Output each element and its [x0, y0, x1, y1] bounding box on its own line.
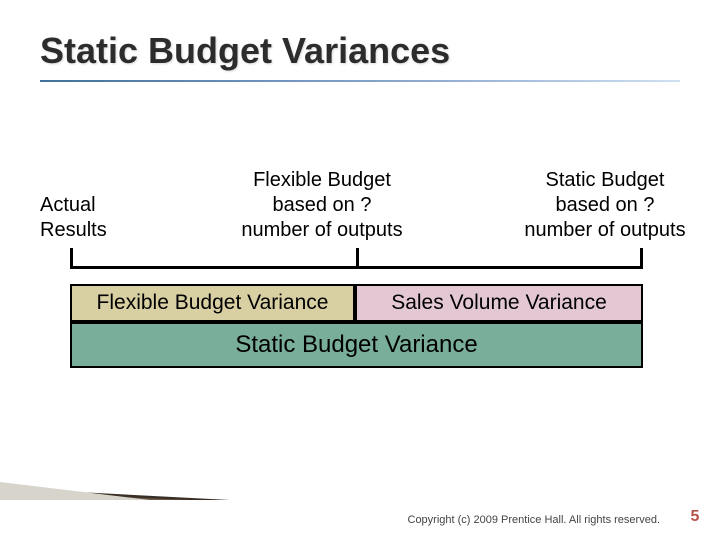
decor-svg	[0, 470, 230, 500]
horizontal-bar	[70, 266, 643, 269]
decor-corner	[0, 470, 230, 500]
box-fbv-label: Flexible Budget Variance	[97, 291, 329, 315]
box-sales-volume-variance: Sales Volume Variance	[355, 284, 643, 322]
tick-right	[640, 248, 643, 268]
slide: Static Budget Variances Actual Results F…	[0, 0, 720, 540]
label-static: Static Budget based on ? number of outpu…	[505, 168, 705, 243]
label-actual-line2: Results	[40, 219, 107, 241]
page-number: 5	[670, 508, 720, 526]
box-sbv-label: Static Budget Variance	[235, 331, 477, 359]
box-svv-label: Sales Volume Variance	[391, 291, 607, 315]
page-title: Static Budget Variances	[40, 30, 450, 72]
label-flexible: Flexible Budget based on ? number of out…	[222, 168, 422, 243]
tick-mid	[356, 248, 359, 268]
box-static-budget-variance: Static Budget Variance	[70, 322, 643, 368]
label-static-line2: based on ?	[556, 194, 655, 216]
label-flexible-line1: Flexible Budget	[253, 169, 391, 191]
tick-left	[70, 248, 73, 268]
label-flexible-line3: number of outputs	[241, 219, 402, 241]
box-flexible-budget-variance: Flexible Budget Variance	[70, 284, 355, 322]
label-static-line3: number of outputs	[524, 219, 685, 241]
label-actual-line1: Actual	[40, 194, 96, 216]
title-underline	[40, 80, 680, 82]
footer-copyright: Copyright (c) 2009 Prentice Hall. All ri…	[408, 514, 661, 526]
label-static-line1: Static Budget	[546, 169, 665, 191]
label-actual: Actual Results	[40, 193, 130, 243]
label-flexible-line2: based on ?	[273, 194, 372, 216]
